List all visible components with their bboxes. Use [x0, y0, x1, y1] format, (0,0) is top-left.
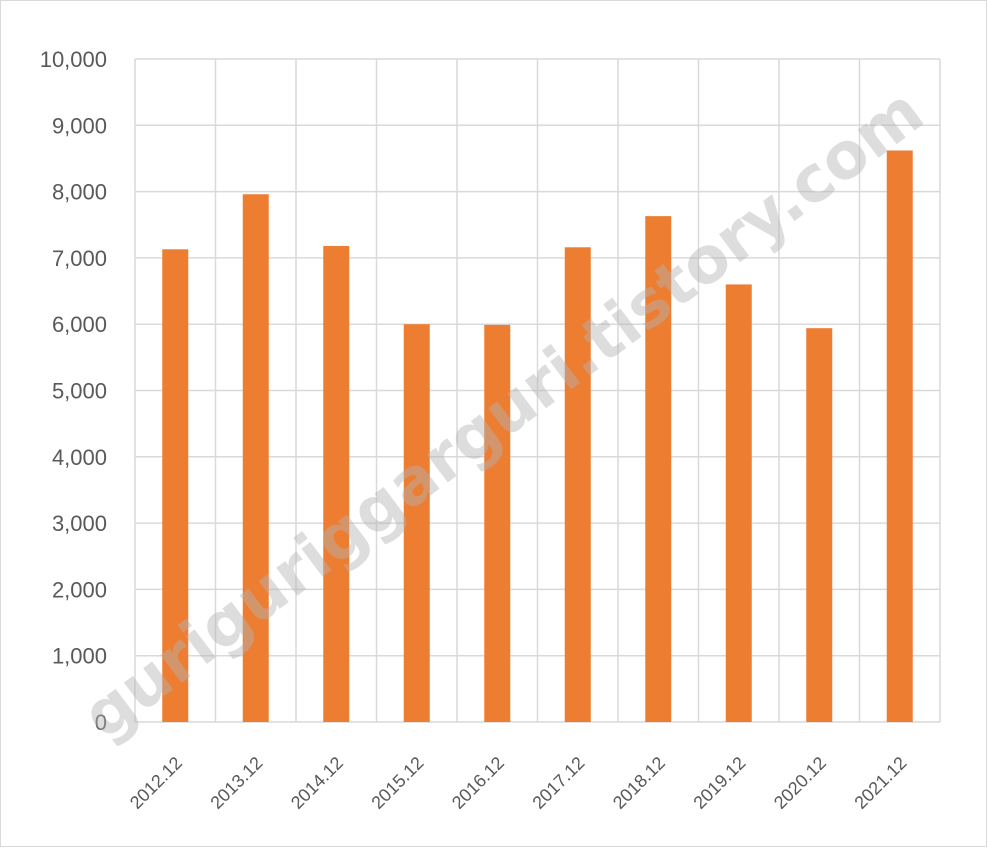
gridlines [134, 58, 941, 723]
y-tick-label: 0 [95, 710, 107, 735]
y-tick-label: 10,000 [40, 47, 107, 72]
bars [162, 150, 913, 723]
y-tick-label: 2,000 [52, 577, 107, 602]
y-tick-label: 8,000 [52, 180, 107, 205]
x-tick-label: 2013.12 [206, 753, 266, 813]
bar-2012.12 [162, 249, 189, 722]
x-tick-label: 2016.12 [448, 753, 508, 813]
bar-2018.12 [645, 216, 672, 723]
bar-2019.12 [725, 284, 752, 722]
x-tick-label: 2020.12 [770, 753, 830, 813]
x-tick-label: 2018.12 [609, 753, 669, 813]
y-tick-label: 1,000 [52, 644, 107, 669]
bar-2020.12 [806, 328, 833, 722]
x-tick-label: 2012.12 [126, 753, 186, 813]
bar-2015.12 [403, 324, 430, 722]
x-tick-label: 2021.12 [850, 753, 910, 813]
y-tick-label: 6,000 [52, 312, 107, 337]
y-tick-label: 5,000 [52, 379, 107, 404]
bar-2013.12 [242, 194, 269, 722]
y-tick-label: 7,000 [52, 246, 107, 271]
bar-2021.12 [886, 150, 913, 722]
bar-2016.12 [484, 324, 511, 722]
x-tick-label: 2019.12 [689, 753, 749, 813]
x-axis-ticks: 2012.12 2013.12 2014.12 2015.12 2016.12 2017.… [126, 753, 911, 813]
bar-2017.12 [564, 247, 591, 723]
x-tick-label: 2015.12 [367, 753, 427, 813]
y-tick-label: 9,000 [52, 113, 107, 138]
bar-2014.12 [323, 245, 350, 722]
x-tick-label: 2017.12 [528, 753, 588, 813]
y-tick-label: 3,000 [52, 511, 107, 536]
y-tick-label: 4,000 [52, 445, 107, 470]
x-tick-label: 2014.12 [287, 753, 347, 813]
y-axis-ticks: 0 1,000 2,000 3,000 4,000 5,000 6,000 7,000 8,00… [40, 47, 107, 735]
